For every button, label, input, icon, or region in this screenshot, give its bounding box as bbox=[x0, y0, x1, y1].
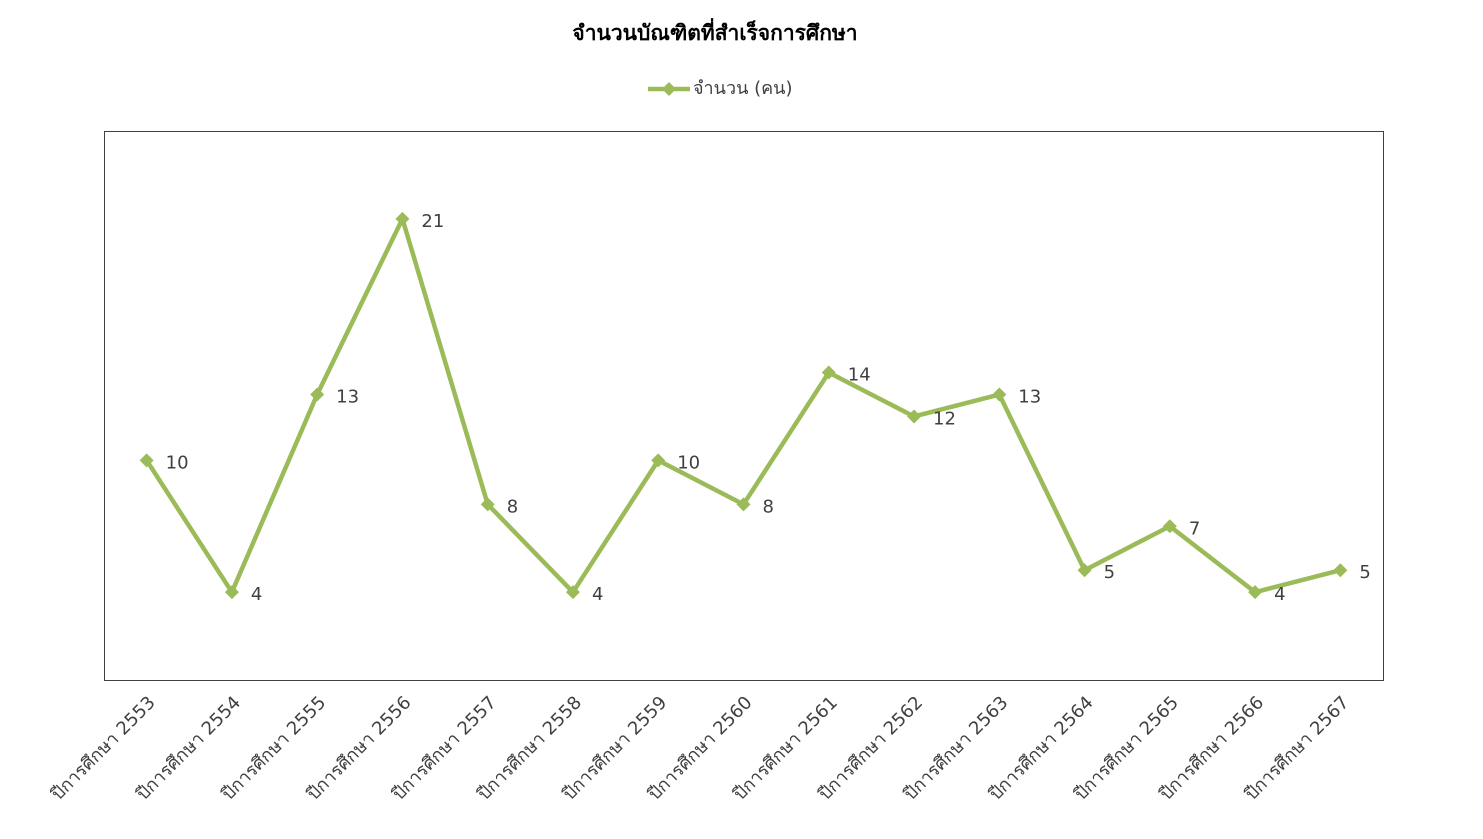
data-label: 8 bbox=[507, 496, 518, 517]
plot-area bbox=[104, 131, 1384, 681]
data-point bbox=[565, 585, 580, 600]
data-label: 4 bbox=[592, 584, 603, 605]
data-point bbox=[1248, 585, 1263, 600]
data-point bbox=[395, 211, 410, 226]
data-label: 12 bbox=[933, 408, 956, 429]
data-point bbox=[1333, 563, 1348, 578]
data-label: 21 bbox=[421, 211, 444, 232]
data-label: 5 bbox=[1104, 562, 1115, 583]
data-point bbox=[139, 453, 154, 468]
series-line bbox=[144, 216, 1341, 595]
data-label: 13 bbox=[336, 387, 359, 408]
data-point bbox=[907, 409, 922, 424]
data-label: 10 bbox=[166, 452, 189, 473]
chart-title: จำนวนบัณฑิตที่สำเร็จการศึกษา bbox=[572, 17, 857, 45]
data-point bbox=[992, 387, 1007, 402]
legend-marker bbox=[662, 82, 676, 96]
data-label: 4 bbox=[251, 584, 262, 605]
data-point bbox=[310, 387, 325, 402]
data-label: 10 bbox=[677, 452, 700, 473]
data-point bbox=[224, 585, 239, 600]
data-point bbox=[736, 497, 751, 512]
data-label: 8 bbox=[763, 496, 774, 517]
data-point bbox=[1162, 519, 1177, 534]
data-label: 7 bbox=[1189, 518, 1200, 539]
legend-label: จำนวน (คน) bbox=[693, 78, 792, 99]
data-label: 13 bbox=[1018, 387, 1041, 408]
data-point bbox=[821, 365, 836, 380]
data-label: 4 bbox=[1274, 584, 1285, 605]
data-label: 5 bbox=[1359, 562, 1370, 583]
data-point bbox=[1077, 563, 1092, 578]
data-point bbox=[651, 453, 666, 468]
data-label: 14 bbox=[848, 365, 871, 386]
data-point bbox=[480, 497, 495, 512]
